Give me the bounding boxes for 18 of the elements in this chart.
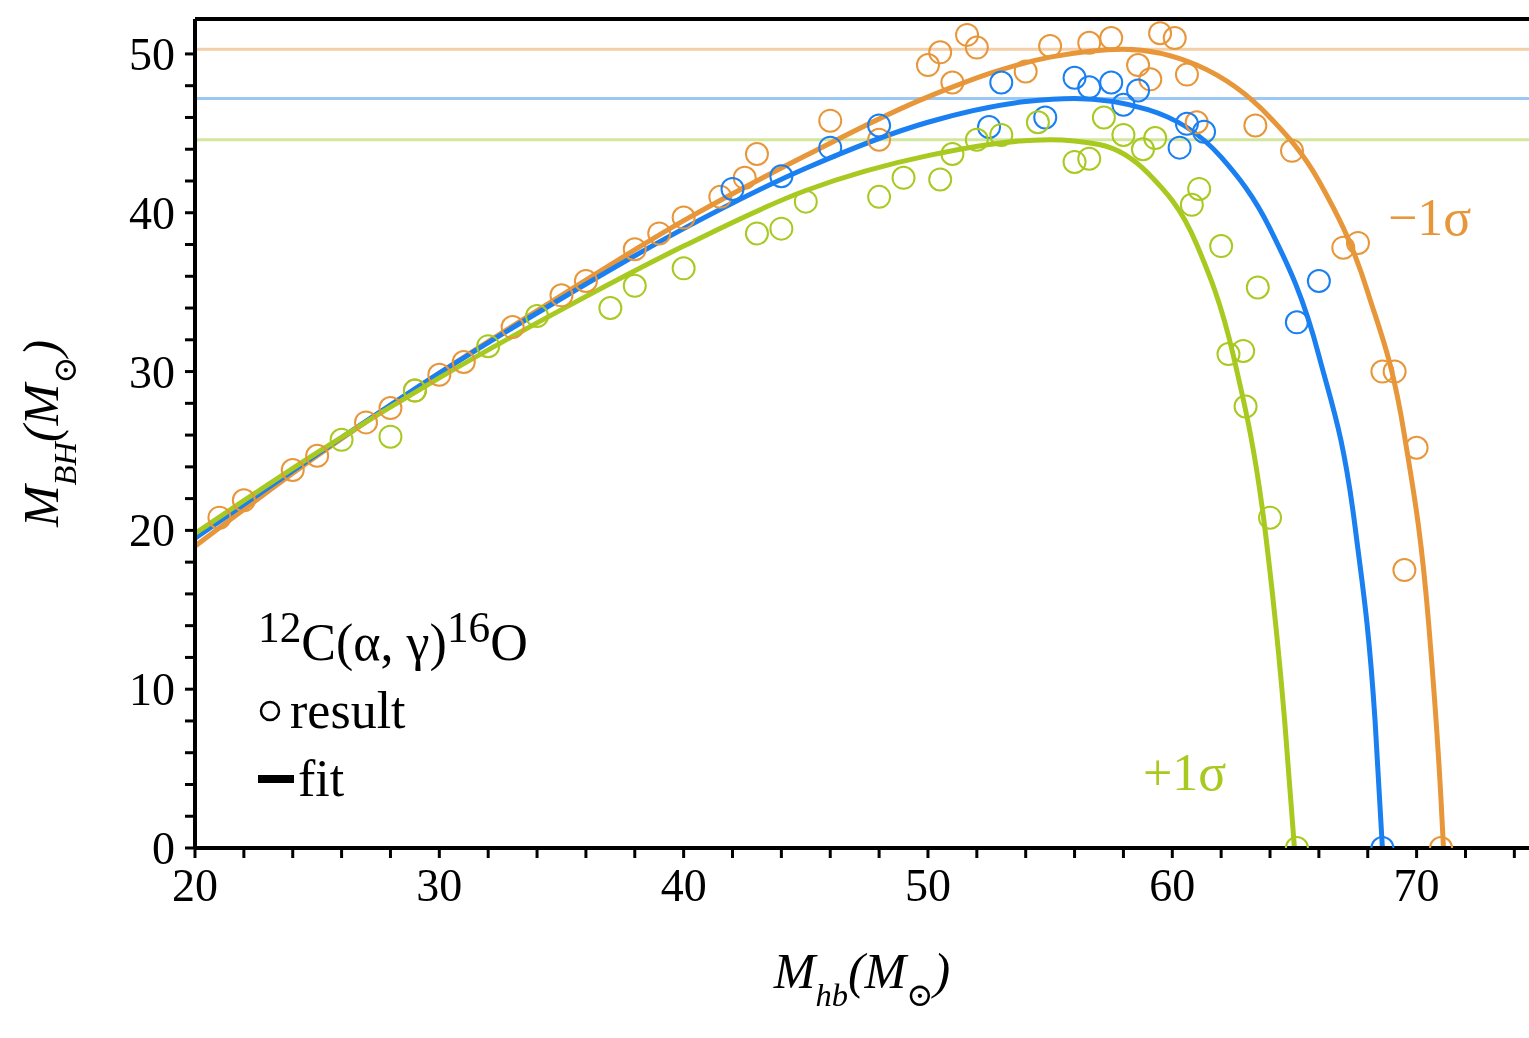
x-tick-label: 20 bbox=[172, 859, 218, 911]
x-tick-label: 60 bbox=[1149, 859, 1196, 911]
y-tick-label: 20 bbox=[129, 505, 175, 557]
y-tick-label: 50 bbox=[129, 29, 175, 81]
x-tick-label: 30 bbox=[416, 859, 463, 911]
y-tick-label: 10 bbox=[129, 664, 175, 716]
annotation: $^{12}$C(α, γ)$^{16}$O bbox=[258, 602, 528, 674]
annotation: result bbox=[290, 681, 406, 742]
x-tick-label: 70 bbox=[1393, 859, 1440, 911]
y-tick-label: 0 bbox=[152, 823, 175, 875]
x-tick-label: 40 bbox=[660, 859, 707, 911]
y-tick-label: 30 bbox=[129, 346, 175, 398]
y-tick-label: 40 bbox=[129, 187, 175, 239]
series-label: +1σ bbox=[1143, 743, 1227, 802]
x-axis-title: M$_{hb}$(M$_{⊙}$) bbox=[772, 943, 951, 1013]
x-tick-label: 50 bbox=[904, 859, 951, 911]
series-label: −1σ bbox=[1388, 188, 1472, 247]
annotation: fit bbox=[298, 749, 345, 810]
